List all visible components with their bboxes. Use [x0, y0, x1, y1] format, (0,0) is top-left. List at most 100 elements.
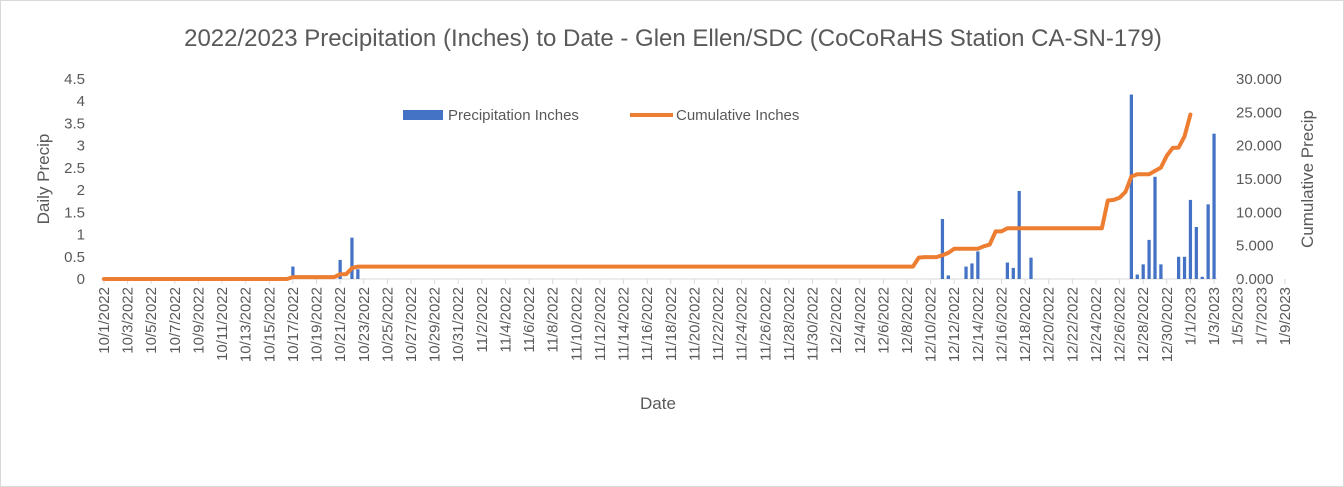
x-tick-label: 10/1/2022 — [96, 287, 113, 354]
x-tick-label: 10/3/2022 — [120, 287, 137, 354]
y-left-tick-label: 2.5 — [64, 160, 85, 177]
y-left-tick-label: 1.5 — [64, 204, 85, 221]
precip-bar — [1188, 199, 1193, 279]
x-tick-label: 12/26/2022 — [1112, 287, 1129, 362]
precip-bar — [1212, 133, 1216, 279]
precip-bar — [1011, 267, 1015, 279]
x-tick-label: 10/5/2022 — [143, 287, 160, 354]
precip-bar — [940, 219, 945, 279]
x-tick-label: 12/14/2022 — [970, 287, 987, 362]
x-tick-label: 10/17/2022 — [285, 287, 302, 362]
precip-bar — [1176, 256, 1181, 279]
x-tick-label: 10/31/2022 — [450, 287, 467, 362]
y-left-tick-label: 0.5 — [64, 249, 85, 266]
legend-label-cumulative: Cumulative Inches — [676, 107, 799, 124]
x-tick-label: 12/22/2022 — [1064, 287, 1081, 362]
x-tick-label: 11/12/2022 — [592, 287, 609, 361]
y-axis-right-title: Cumulative Precip — [1298, 110, 1317, 248]
x-tick-label: 11/14/2022 — [616, 287, 633, 361]
left-axis: 0 0.5 1 1.5 2 2.5 3 3.5 4 4.5 — [64, 71, 85, 288]
x-tick-label: 1/3/2023 — [1206, 287, 1223, 345]
precip-bar — [1182, 256, 1187, 279]
precip-bar — [1029, 257, 1033, 279]
precip-bar — [338, 259, 342, 279]
x-tick-label: 12/20/2022 — [1041, 287, 1058, 362]
x-tick-label: 10/13/2022 — [238, 287, 255, 362]
x-tick-label: 11/24/2022 — [734, 287, 751, 361]
cumulative-line — [102, 112, 1193, 281]
precip-bar — [1147, 239, 1151, 279]
x-tick-label: 10/29/2022 — [427, 287, 444, 362]
x-tick-label: 11/28/2022 — [781, 287, 798, 361]
x-tick-label: 10/11/2022 — [214, 287, 231, 361]
legend-swatch-precipitation — [403, 110, 443, 120]
x-tick-label: 12/24/2022 — [1088, 287, 1105, 362]
x-tick-label: 11/10/2022 — [568, 287, 585, 361]
precip-bar — [1159, 264, 1163, 279]
x-tick-label: 10/27/2022 — [403, 287, 420, 362]
x-tick-label: 11/2/2022 — [474, 287, 491, 353]
x-tick-label: 1/5/2023 — [1230, 287, 1247, 345]
x-tick-label: 11/26/2022 — [757, 287, 774, 361]
x-tick-label: 11/22/2022 — [710, 287, 727, 361]
y-right-tick-label: 20.000 — [1236, 138, 1282, 155]
x-tick-label: 1/7/2023 — [1253, 287, 1270, 345]
x-tick-label: 12/8/2022 — [899, 287, 916, 354]
x-tick-label: 12/16/2022 — [993, 287, 1010, 362]
precip-bar — [1141, 264, 1145, 279]
precip-bar — [946, 275, 950, 279]
legend: Precipitation Inches Cumulative Inches — [403, 107, 799, 124]
y-right-tick-label: 30.000 — [1236, 71, 1282, 88]
y-left-tick-label: 3.5 — [64, 115, 85, 132]
y-left-tick-label: 4 — [77, 93, 85, 110]
y-axis-left-title: Daily Precip — [34, 134, 53, 225]
x-tick-label: 10/7/2022 — [167, 287, 184, 354]
y-left-tick-label: 2 — [77, 182, 85, 199]
x-axis-title: Date — [640, 394, 676, 413]
x-tick-label: 1/9/2023 — [1277, 287, 1294, 345]
x-tick-label: 12/10/2022 — [923, 287, 940, 362]
x-tick-label: 11/6/2022 — [521, 287, 538, 353]
y-right-tick-label: 0.000 — [1236, 271, 1274, 288]
x-tick-label: 11/30/2022 — [805, 287, 822, 361]
y-left-tick-label: 1 — [77, 227, 85, 244]
x-tick-label: 10/15/2022 — [261, 287, 278, 362]
y-left-tick-label: 3 — [77, 138, 85, 155]
x-tick-label: 12/4/2022 — [852, 287, 869, 354]
y-right-tick-label: 10.000 — [1236, 204, 1282, 221]
precip-bar — [1200, 276, 1204, 279]
precip-bar — [970, 263, 974, 279]
x-tick-label: 10/9/2022 — [190, 287, 207, 354]
right-axis: 0.000 5.000 10.000 15.000 20.000 25.000 30.000 — [1236, 71, 1282, 288]
y-left-tick-label: 0 — [77, 271, 85, 288]
precip-bar — [964, 266, 968, 279]
x-tick-label: 12/18/2022 — [1017, 287, 1034, 362]
precip-bar — [1129, 94, 1134, 279]
x-tick-label: 12/28/2022 — [1135, 287, 1152, 362]
precip-bar — [291, 266, 295, 279]
precip-bar — [1194, 227, 1198, 279]
precip-bar — [1135, 274, 1139, 279]
precip-bar — [976, 251, 980, 279]
x-tick-label: 1/1/2023 — [1182, 287, 1199, 345]
x-tick-label: 11/8/2022 — [545, 287, 562, 353]
x-tick-label: 11/20/2022 — [686, 287, 703, 361]
x-tick-label: 11/16/2022 — [639, 287, 656, 361]
x-tick-label: 12/12/2022 — [946, 287, 963, 362]
precip-bar — [1206, 204, 1210, 279]
x-tick-label: 11/18/2022 — [663, 287, 680, 361]
chart-title: 2022/2023 Precipitation (Inches) to Date… — [184, 25, 1162, 52]
x-axis: 10/1/2022 10/3/2022 10/5/2022 10/7/2022 10/9… — [96, 279, 1294, 362]
y-right-tick-label: 15.000 — [1236, 171, 1282, 188]
precip-bar — [1005, 262, 1010, 279]
precip-bar — [1153, 176, 1157, 279]
x-tick-label: 12/30/2022 — [1159, 287, 1176, 362]
bar-series — [291, 94, 1216, 279]
precip-bar — [356, 269, 360, 279]
x-tick-label: 12/2/2022 — [828, 287, 845, 354]
legend-label-precipitation: Precipitation Inches — [448, 107, 579, 124]
x-tick-label: 10/25/2022 — [379, 287, 396, 362]
x-tick-label: 10/21/2022 — [332, 287, 349, 362]
